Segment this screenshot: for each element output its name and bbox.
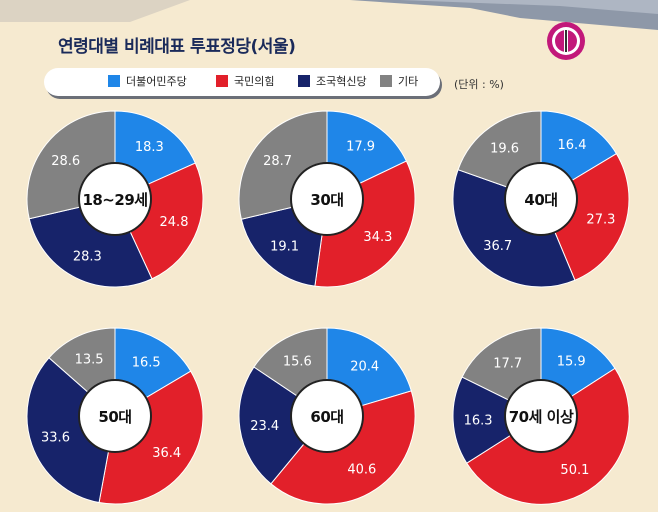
pie-slice bbox=[238, 366, 328, 485]
age-group-label: 30대 bbox=[310, 191, 343, 209]
pie-slice bbox=[452, 169, 576, 288]
pie-slice bbox=[26, 357, 116, 504]
donut-chart: 16.4 27.3 36.7 19.6 40대 bbox=[452, 110, 630, 288]
legend-label: 국민의힘 bbox=[234, 75, 275, 88]
legend-label: 더불어민주당 bbox=[126, 75, 187, 88]
pie-slice bbox=[98, 370, 204, 505]
slice-value-label: 15.6 bbox=[283, 354, 312, 369]
donut-hole bbox=[80, 381, 150, 451]
slice-value-label: 40.6 bbox=[347, 463, 376, 478]
slice-value-label: 24.8 bbox=[160, 215, 189, 230]
slice-value-label: 16.4 bbox=[558, 138, 587, 153]
slice-value-label: 33.6 bbox=[41, 431, 70, 446]
donut-chart: 15.9 50.1 16.3 17.7 70세 이상 bbox=[452, 327, 630, 505]
slice-value-label: 19.6 bbox=[490, 142, 519, 157]
age-group-label: 40대 bbox=[524, 191, 557, 209]
age-group-label: 60대 bbox=[310, 408, 343, 426]
legend-item-ppp: 국민의힘 bbox=[216, 75, 274, 89]
slice-value-label: 36.7 bbox=[483, 239, 512, 254]
age-group-label: 50대 bbox=[98, 408, 131, 426]
donut-hole bbox=[80, 164, 150, 234]
legend-item-other: 기타 bbox=[380, 75, 418, 89]
age-group-label: 70세 이상 bbox=[509, 408, 574, 426]
slice-value-label: 17.9 bbox=[346, 140, 375, 155]
slice-value-label: 23.4 bbox=[250, 419, 279, 434]
unit-note: (단위 : %) bbox=[454, 78, 504, 91]
ballot-logo-icon bbox=[547, 22, 585, 60]
slice-value-label: 27.3 bbox=[586, 213, 615, 228]
slice-value-label: 15.9 bbox=[557, 355, 586, 370]
legend-label: 기타 bbox=[398, 75, 419, 88]
age-group-label: 18~29세 bbox=[82, 191, 147, 209]
slice-value-label: 50.1 bbox=[560, 463, 589, 478]
slice-value-label: 18.3 bbox=[135, 140, 164, 155]
legend-swatch bbox=[380, 75, 392, 87]
page-title: 연령대별 비례대표 투표정당(서울) bbox=[58, 37, 296, 57]
header-decoration bbox=[0, 0, 658, 30]
slice-value-label: 20.4 bbox=[350, 360, 379, 375]
slice-value-label: 28.6 bbox=[51, 154, 80, 169]
donut-chart: 20.4 40.6 23.4 15.6 60대 bbox=[238, 327, 416, 505]
legend-item-rebuilding: 조국혁신당 bbox=[298, 75, 367, 89]
legend: 더불어민주당 국민의힘 조국혁신당 기타 bbox=[44, 68, 440, 96]
slice-value-label: 28.7 bbox=[263, 154, 292, 169]
slice-value-label: 28.3 bbox=[73, 250, 102, 265]
pie-slice bbox=[314, 160, 416, 288]
donut-chart: 17.9 34.3 19.1 28.7 30대 bbox=[238, 110, 416, 288]
slice-value-label: 13.5 bbox=[75, 353, 104, 368]
donut-hole bbox=[292, 164, 362, 234]
slice-value-label: 19.1 bbox=[270, 240, 299, 255]
donut-chart: 18.3 24.8 28.3 28.6 18~29세 bbox=[26, 110, 204, 288]
slice-value-label: 34.3 bbox=[363, 230, 392, 245]
legend-swatch bbox=[298, 75, 310, 87]
pie-slice bbox=[540, 153, 630, 281]
legend-swatch bbox=[216, 75, 228, 87]
donut-chart: 16.5 36.4 33.6 13.5 50대 bbox=[26, 327, 204, 505]
slice-value-label: 16.5 bbox=[132, 355, 161, 370]
slice-value-label: 17.7 bbox=[493, 357, 522, 372]
donut-hole bbox=[292, 381, 362, 451]
donut-hole bbox=[506, 164, 576, 234]
slice-value-label: 36.4 bbox=[152, 446, 181, 461]
slice-value-label: 16.3 bbox=[464, 413, 493, 428]
pie-slice bbox=[452, 376, 543, 464]
donut-hole bbox=[506, 381, 576, 451]
legend-label: 조국혁신당 bbox=[316, 75, 367, 88]
legend-swatch bbox=[108, 75, 120, 87]
legend-item-democratic: 더불어민주당 bbox=[108, 75, 187, 89]
